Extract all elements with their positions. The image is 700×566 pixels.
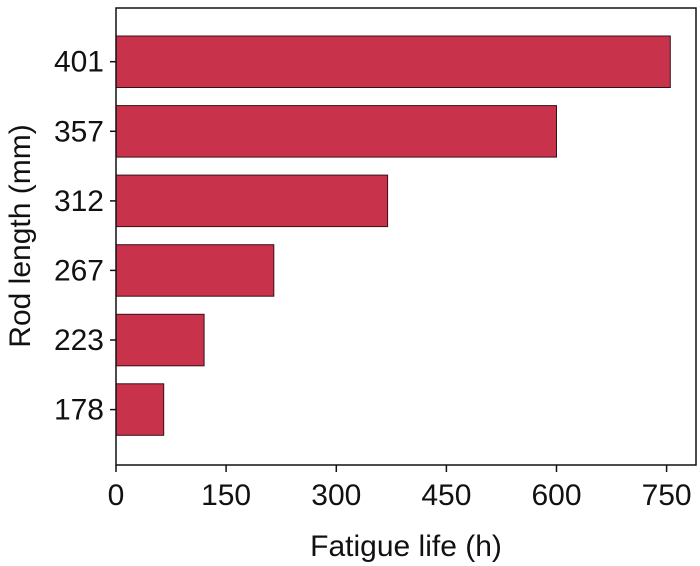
y-tick-label: 223 (54, 324, 104, 357)
y-tick-label: 357 (54, 115, 104, 148)
x-ticks-group: 0 150 300 450 600 750 (108, 465, 692, 512)
y-ticks-group: 178 223 267 312 357 401 (54, 46, 116, 427)
bar-401 (115, 35, 671, 88)
x-tick-label: 450 (421, 479, 471, 512)
x-tick-label: 600 (531, 479, 581, 512)
x-axis-title: Fatigue life (h) (310, 530, 502, 563)
x-tick-label: 300 (311, 479, 361, 512)
y-tick-label: 178 (54, 394, 104, 427)
bar-357 (115, 105, 557, 158)
bar-223 (115, 313, 205, 367)
y-tick-label: 267 (54, 254, 104, 287)
x-tick-label: 750 (642, 479, 692, 512)
plot-frame (115, 7, 697, 466)
y-tick-label: 312 (54, 185, 104, 218)
y-axis-title: Rod length (mm) (4, 124, 37, 347)
bar-267 (115, 244, 275, 297)
x-tick-label: 150 (201, 479, 251, 512)
bar-312 (115, 174, 389, 228)
x-tick-label: 0 (108, 479, 125, 512)
bar-178 (115, 383, 165, 436)
bars-group (115, 35, 671, 436)
y-tick-label: 401 (54, 46, 104, 79)
